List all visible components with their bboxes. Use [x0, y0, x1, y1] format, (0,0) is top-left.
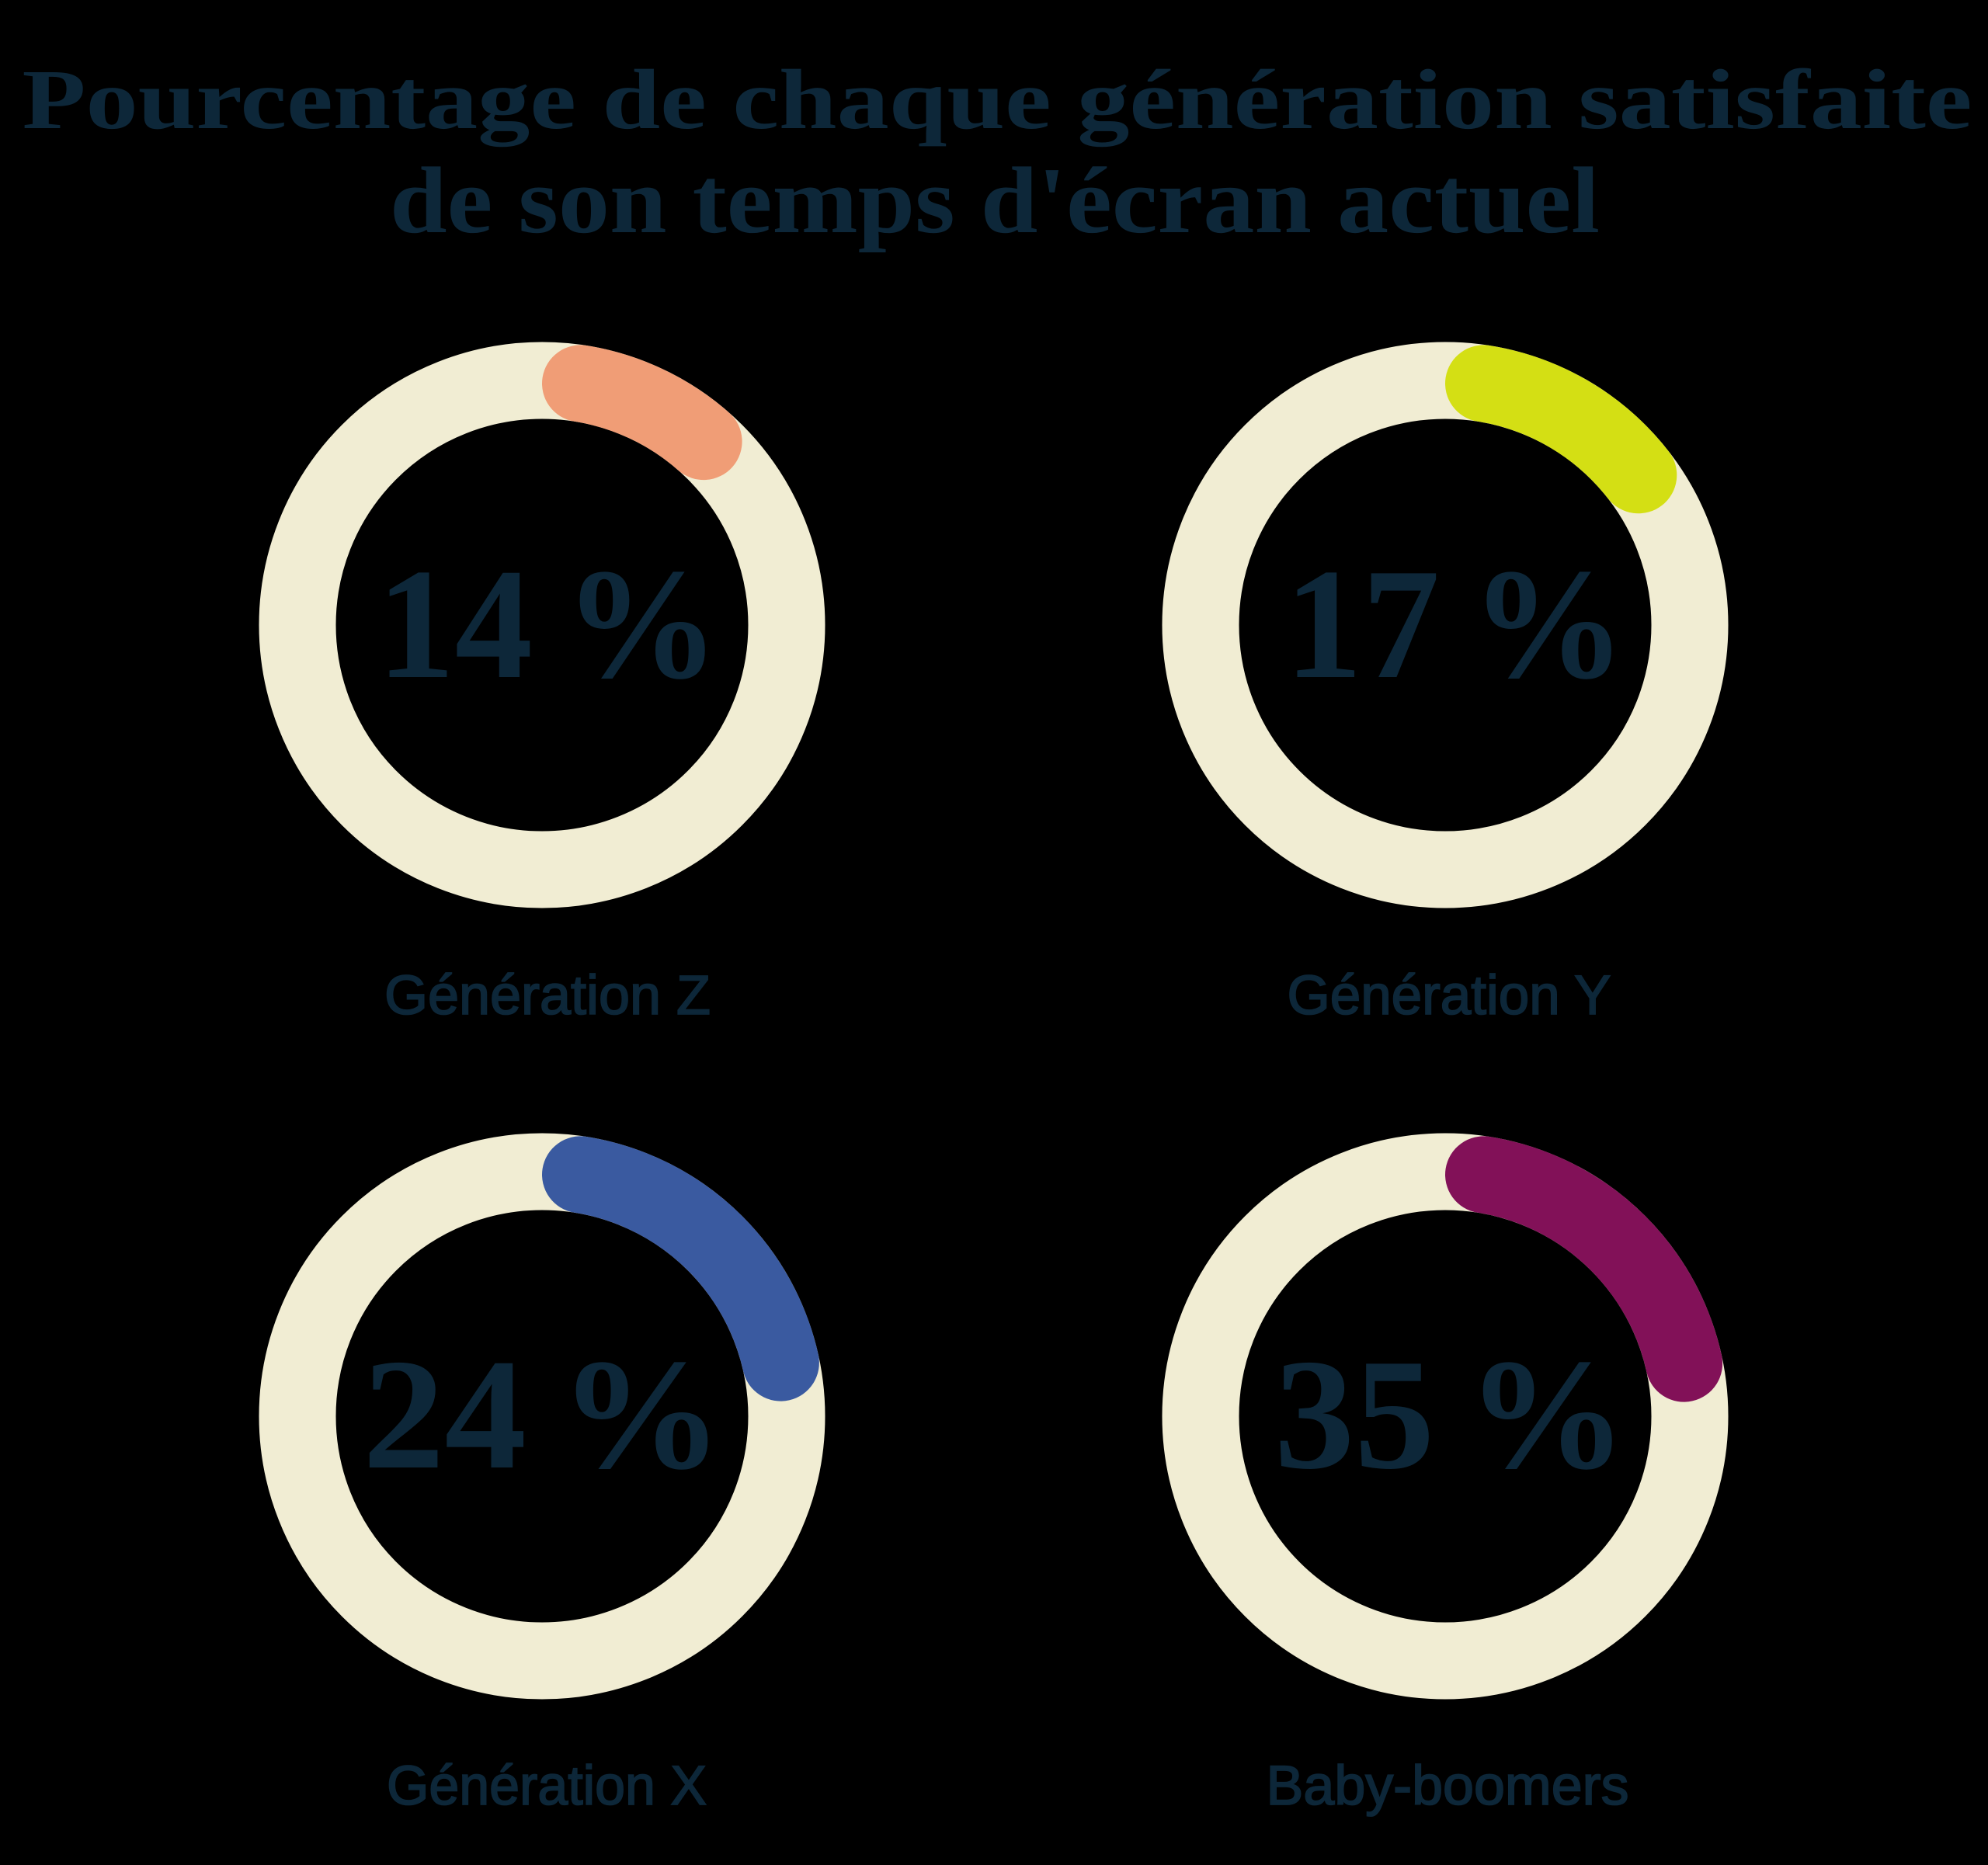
svg-text:17 %: 17 %	[1285, 537, 1626, 712]
svg-text:Pourcentage de chaque générati: Pourcentage de chaque génération satisfa…	[23, 52, 1972, 147]
svg-text:Génération Y: Génération Y	[1288, 965, 1611, 1026]
svg-text:24 %: 24 %	[363, 1327, 723, 1502]
svg-text:14 %: 14 %	[377, 537, 720, 712]
svg-text:Génération Z: Génération Z	[384, 965, 711, 1026]
svg-text:35 %: 35 %	[1274, 1327, 1627, 1502]
svg-text:Baby-boomers: Baby-boomers	[1267, 1756, 1629, 1817]
svg-text:de son temps d'écran actuel: de son temps d'écran actuel	[390, 148, 1600, 253]
svg-text:Génération X: Génération X	[387, 1756, 707, 1817]
